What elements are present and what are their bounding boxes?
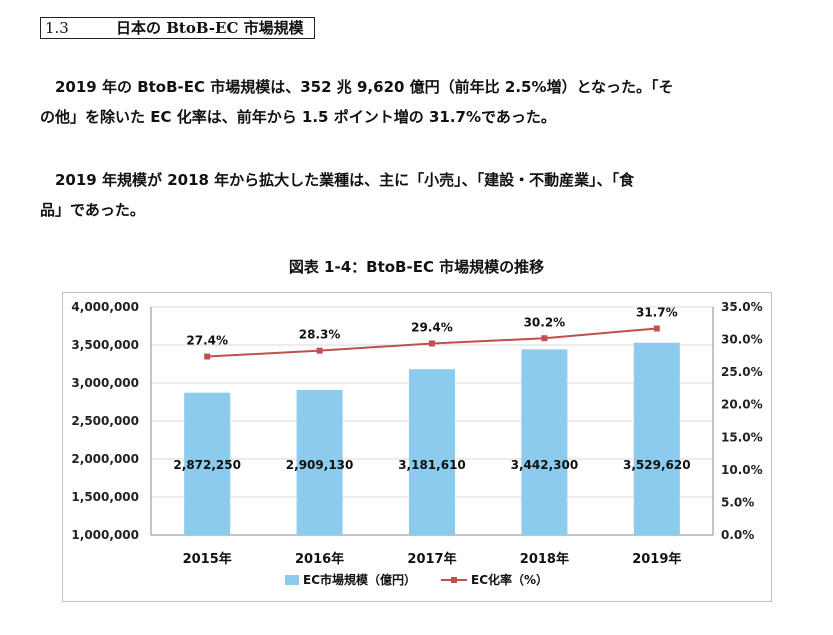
left-tick-label: 2,000,000 <box>71 452 139 466</box>
bar-data-label: 3,529,620 <box>623 458 691 472</box>
bar <box>633 342 680 535</box>
figure-title: 図表 1-4：BtoB-EC 市場規模の推移 <box>288 258 545 276</box>
x-tick-label: 2017年 <box>407 551 456 567</box>
section-number: 1.3 <box>45 19 69 37</box>
bar-line-chart: 1,000,000 1,500,000 2,000,000 2,500,000 3,00… <box>71 300 763 587</box>
line-data-label: 28.3% <box>299 328 341 342</box>
left-tick-label: 4,000,000 <box>71 300 139 314</box>
x-tick-label: 2016年 <box>295 551 344 567</box>
line-point <box>316 347 323 354</box>
right-tick-label: 0.0% <box>721 528 754 542</box>
line-data-label: 27.4% <box>186 334 228 348</box>
section-title: 日本の BtoB-EC 市場規模 <box>116 19 304 37</box>
right-tick-label: 10.0% <box>721 463 763 477</box>
paragraph-2: 2019 年規模が 2018 年から拡大した業種は、主に「小売」、「建設・不動産… <box>40 165 800 225</box>
chart-container: 1,000,000 1,500,000 2,000,000 2,500,000 3,00… <box>62 292 772 602</box>
bar-data-label: 2,909,130 <box>286 458 354 472</box>
left-tick-label: 2,500,000 <box>71 414 139 428</box>
line-point <box>653 325 660 332</box>
paragraph-line: 2019 年の BtoB-EC 市場規模は、352 兆 9,620 億円（前年比… <box>40 78 674 96</box>
line-point <box>541 335 548 342</box>
paragraph-line: の他」を除いた EC 化率は、前年から 1.5 ポイント増の 31.7%であった… <box>40 108 556 126</box>
bar <box>409 369 455 535</box>
bar-data-label: 3,181,610 <box>398 458 466 472</box>
bar-data-label: 3,442,300 <box>511 458 579 472</box>
right-tick-label: 30.0% <box>721 333 763 347</box>
line-point <box>204 353 211 360</box>
x-tick-label: 2015年 <box>183 551 232 567</box>
legend-swatch-bar <box>285 575 299 585</box>
legend-label-line: EC化率（%） <box>471 572 548 587</box>
left-tick-label: 1,500,000 <box>71 490 139 504</box>
paragraph-line: 品」であった。 <box>40 201 145 219</box>
line-data-label: 29.4% <box>411 320 453 334</box>
paragraph-line: 2019 年規模が 2018 年から拡大した業種は、主に「小売」、「建設・不動産… <box>40 171 635 189</box>
line-point <box>429 340 435 347</box>
right-tick-label: 25.0% <box>721 365 763 379</box>
section-heading: 1.3 日本の BtoB-EC 市場規模 <box>40 17 315 39</box>
bar <box>296 389 343 535</box>
right-tick-label: 5.0% <box>721 495 754 509</box>
x-tick-label: 2018年 <box>520 551 569 567</box>
left-tick-label: 3,500,000 <box>71 338 139 352</box>
bar-data-label: 2,872,250 <box>173 458 241 472</box>
line-data-label: 30.2% <box>524 315 566 329</box>
right-tick-label: 35.0% <box>721 300 763 314</box>
x-tick-label: 2019年 <box>632 551 681 567</box>
legend-label-bar: EC市場規模（億円） <box>303 572 416 587</box>
bar <box>521 349 568 535</box>
right-tick-label: 15.0% <box>721 430 763 444</box>
right-tick-label: 20.0% <box>721 398 763 412</box>
line-data-label: 31.7% <box>636 305 678 319</box>
left-tick-label: 3,000,000 <box>71 376 139 390</box>
paragraph-1: 2019 年の BtoB-EC 市場規模は、352 兆 9,620 億円（前年比… <box>40 72 800 132</box>
left-tick-label: 1,000,000 <box>71 528 139 542</box>
bar <box>184 392 231 535</box>
legend-swatch-marker <box>451 577 457 583</box>
